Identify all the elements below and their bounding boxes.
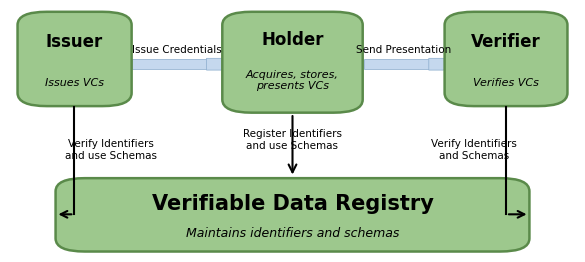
- Text: Verifiable Data Registry: Verifiable Data Registry: [152, 194, 433, 214]
- Text: Holder: Holder: [261, 31, 324, 49]
- Text: Verifier: Verifier: [471, 33, 541, 51]
- FancyArrow shape: [429, 58, 458, 70]
- Text: Verify Identifiers
and Schemas: Verify Identifiers and Schemas: [431, 139, 517, 161]
- Text: Verify Identifiers
and use Schemas: Verify Identifiers and use Schemas: [65, 139, 157, 161]
- FancyBboxPatch shape: [222, 12, 363, 113]
- Text: Send Presentation: Send Presentation: [356, 45, 451, 55]
- Text: Verifies VCs: Verifies VCs: [473, 78, 539, 88]
- Text: Issue Credentials: Issue Credentials: [132, 45, 221, 55]
- Text: Issuer: Issuer: [46, 33, 103, 51]
- Text: Maintains identifiers and schemas: Maintains identifiers and schemas: [186, 227, 399, 240]
- FancyBboxPatch shape: [56, 178, 529, 252]
- FancyBboxPatch shape: [18, 12, 132, 106]
- Bar: [364, 59, 429, 69]
- FancyArrow shape: [207, 58, 236, 70]
- FancyBboxPatch shape: [445, 12, 567, 106]
- Text: Issues VCs: Issues VCs: [45, 78, 104, 88]
- Bar: [132, 59, 207, 69]
- Text: Register Identifiers
and use Schemas: Register Identifiers and use Schemas: [243, 129, 342, 151]
- Text: Acquires, stores,
presents VCs: Acquires, stores, presents VCs: [246, 70, 339, 91]
